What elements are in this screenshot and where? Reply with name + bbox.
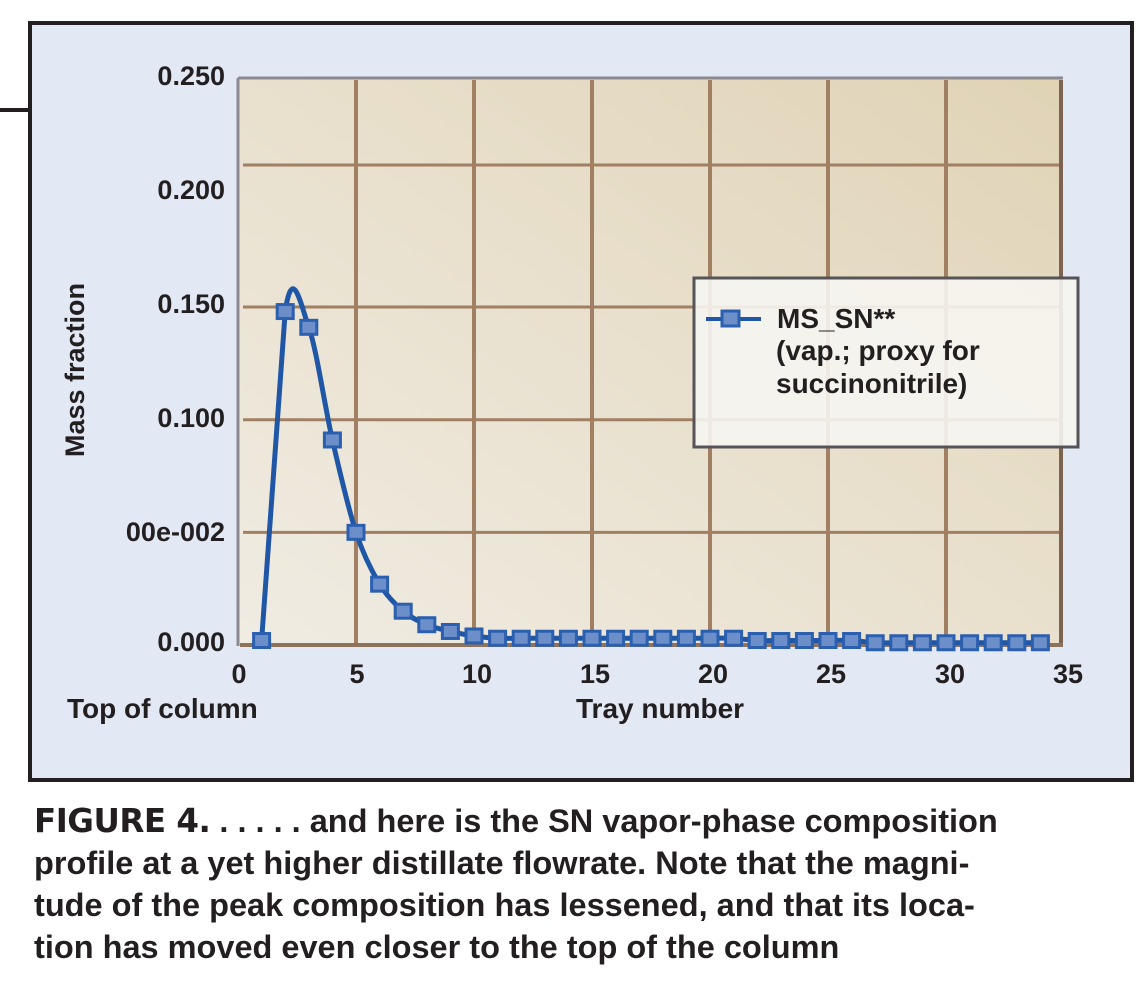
- caption-line-2: profile at a yet higher distillate flowr…: [34, 845, 970, 881]
- data-point-marker: [275, 303, 295, 321]
- series-ms-sn: [252, 286, 1050, 652]
- legend-label-line3: succinonitrile): [776, 368, 967, 399]
- data-point-marker: [582, 629, 602, 647]
- caption-text-1: . . . . . and here is the SN vapor-phase…: [210, 803, 998, 839]
- data-point-marker: [393, 602, 413, 620]
- data-point-marker: [794, 631, 814, 649]
- data-point-marker: [960, 634, 980, 652]
- y-axis-title: Mass fraction: [60, 283, 90, 457]
- data-point-marker: [676, 629, 696, 647]
- y-tick-0-150: 0.150: [157, 289, 225, 319]
- x-tick-0: 0: [231, 659, 246, 689]
- y-tick-labels: 0.250 0.200 0.150 0.100 00e-002 0.000: [126, 61, 225, 657]
- y-tick-0-000: 0.000: [157, 627, 225, 657]
- x-tick-15: 15: [580, 659, 610, 689]
- data-point-marker: [440, 622, 460, 640]
- legend: MS_SN** (vap.; proxy for succinonitrile): [692, 276, 1080, 449]
- legend-box: [692, 276, 1080, 449]
- legend-label-line2: (vap.; proxy for: [776, 335, 980, 366]
- data-point-marker: [936, 634, 956, 652]
- data-point-marker: [889, 634, 909, 652]
- data-point-marker: [983, 634, 1003, 652]
- data-point-marker: [771, 631, 791, 649]
- data-point-marker: [865, 634, 885, 652]
- y-tick-0-100: 0.100: [157, 403, 225, 433]
- data-point-marker: [488, 629, 508, 647]
- x-tick-25: 25: [816, 659, 846, 689]
- caption-line-3: tude of the peak composition has lessene…: [34, 887, 975, 923]
- caption-line-4: tion has moved even closer to the top of…: [34, 929, 840, 965]
- data-point-marker: [842, 631, 862, 649]
- data-point-marker: [322, 431, 342, 449]
- data-point-marker: [511, 629, 531, 647]
- x-tick-35: 35: [1053, 659, 1083, 689]
- x-tick-5: 5: [349, 659, 364, 689]
- data-point-marker: [606, 629, 626, 647]
- data-point-marker: [558, 629, 578, 647]
- data-point-marker: [1030, 634, 1050, 652]
- data-point-marker: [299, 318, 319, 336]
- y-tick-0-200: 0.200: [157, 175, 225, 205]
- data-point-marker: [464, 627, 484, 645]
- data-point-marker: [417, 616, 437, 634]
- figure-caption: FIGURE 4. . . . . . and here is the SN v…: [34, 800, 1134, 968]
- data-point-marker: [912, 634, 932, 652]
- x-axis-left-label: Top of column: [67, 693, 258, 724]
- x-tick-10: 10: [462, 659, 492, 689]
- x-tick-30: 30: [935, 659, 965, 689]
- data-point-marker: [535, 629, 555, 647]
- data-point-marker: [370, 575, 390, 593]
- data-point-marker: [252, 631, 272, 649]
- data-point-marker: [818, 631, 838, 649]
- data-point-marker: [724, 629, 744, 647]
- line-chart: MS_SN** (vap.; proxy for succinonitrile)…: [60, 61, 1083, 724]
- left-rule-decoration: [0, 108, 30, 112]
- y-tick-0-050: 00e-002: [126, 517, 225, 547]
- x-tick-labels: 0 5 10 15 20 25 30 35: [231, 659, 1083, 689]
- x-axis-title: Tray number: [576, 693, 744, 724]
- data-point-marker: [629, 629, 649, 647]
- data-point-marker: [700, 629, 720, 647]
- x-tick-20: 20: [698, 659, 728, 689]
- legend-label-line1: MS_SN**: [777, 303, 895, 334]
- figure-label: FIGURE 4.: [34, 802, 211, 840]
- data-point-marker: [747, 631, 767, 649]
- caption-line-1: FIGURE 4. . . . . . and here is the SN v…: [34, 800, 1134, 842]
- data-point-marker: [1007, 634, 1027, 652]
- data-point-marker: [346, 523, 366, 541]
- legend-square-marker-icon: [720, 309, 741, 328]
- data-point-marker: [653, 629, 673, 647]
- y-tick-0-250: 0.250: [157, 61, 225, 91]
